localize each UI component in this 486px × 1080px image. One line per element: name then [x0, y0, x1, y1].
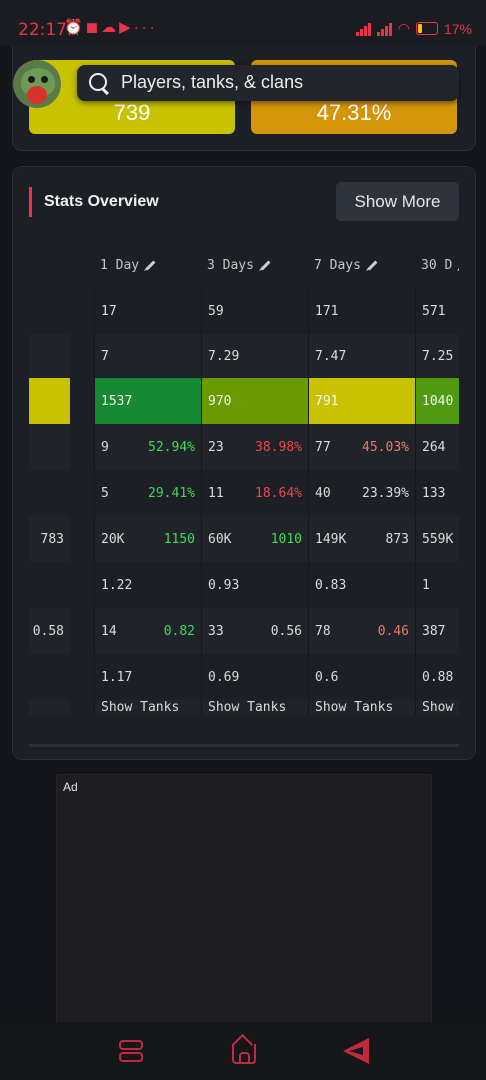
stats-overview-card: Stats Overview Show More all8 47.31%24.03… — [12, 166, 476, 760]
bottom-nav — [0, 1022, 486, 1080]
stat-cell: 59 — [201, 288, 308, 334]
stat-cell: 33 0.56 — [201, 608, 308, 654]
status-time: 22:17 — [18, 20, 67, 40]
stats-column: 7 Days 171 7.47 791 77 45.03% 40 23.39% 149K 873 0… — [308, 242, 415, 746]
stat-cell: 791 — [308, 378, 415, 424]
battery-icon — [415, 22, 438, 35]
stat-cell: 7.29 — [201, 334, 308, 378]
stat-cell: 24.03% — [29, 470, 70, 516]
edit-pencil-icon[interactable] — [367, 260, 378, 270]
stat-cell: 1537 — [94, 378, 201, 424]
edit-pencil-icon[interactable] — [260, 260, 271, 270]
stat-cell: 571 — [415, 288, 459, 334]
stat-cell: 1040 — [415, 378, 459, 424]
stat-cell: 1 — [415, 562, 459, 608]
stat-cell: 78 0.46 — [308, 608, 415, 654]
stat-cell — [29, 378, 70, 424]
search-input[interactable]: Players, tanks, & clans — [121, 72, 304, 92]
stat-cell: 783 — [29, 516, 70, 562]
stats-column: all8 47.31%24.03%783 0.58 Tanks — [29, 242, 70, 746]
stat-cell: 7 — [94, 334, 201, 378]
search-icon — [89, 73, 107, 91]
battery-level: 17% — [443, 20, 472, 37]
stat-cell: 970 — [201, 378, 308, 424]
alarm-icon: ⏰ — [64, 19, 86, 36]
system-icons: ◠ 17% — [355, 20, 472, 37]
stat-cell: 171 — [308, 288, 415, 334]
stat-cell: 0.6 — [308, 654, 415, 700]
stat-cell: 0.58 — [29, 608, 70, 654]
stat-cell: 11 18.64% — [201, 470, 308, 516]
stat-cell: 9 52.94% — [94, 424, 201, 470]
stat-cell: 7.25 — [415, 334, 459, 378]
stat-cell: 0.93 — [201, 562, 308, 608]
stat-cell: 47.31% — [29, 424, 70, 470]
show-tanks-link[interactable]: Tanks — [29, 700, 70, 715]
more-icon: ··· — [133, 19, 158, 36]
stat-cell: 264 — [415, 424, 459, 470]
table-scrollbar[interactable] — [29, 744, 459, 747]
stat-cell — [29, 334, 70, 378]
cloud-icon: ☁ — [101, 19, 120, 36]
stat-cell: 77 45.03% — [308, 424, 415, 470]
stat-cell: 20K 1150 — [94, 516, 201, 562]
stat-cell: 60K 1010 — [201, 516, 308, 562]
column-header: all — [29, 242, 70, 288]
show-tanks-link[interactable]: Show Tanks — [94, 700, 201, 715]
show-tanks-link[interactable]: Show Tanks — [201, 700, 308, 715]
stat-cell: 149K 873 — [308, 516, 415, 562]
stat-cell — [29, 562, 70, 608]
stats-overview-title: Stats Overview — [44, 193, 159, 210]
stat-cell: 17 — [94, 288, 201, 334]
stat-cell: 23 38.98% — [201, 424, 308, 470]
stats-column: 1 Day 17 7 1537 9 52.94% 5 29.41% 20K 1150 1.22 14 0… — [94, 242, 201, 746]
game-icon: ◼ — [85, 19, 102, 36]
ad-container[interactable] — [56, 774, 432, 1026]
stats-column: 3 Days 59 7.29 970 23 38.98% 11 18.64% 60K 1010 0.… — [201, 242, 308, 746]
show-tanks-link[interactable]: Show Tanks — [308, 700, 415, 715]
stat-cell: 7.47 — [308, 334, 415, 378]
stat-cell: 5 29.41% — [94, 470, 201, 516]
stats-table[interactable]: all8 47.31%24.03%783 0.58 Tanks 1 Day1771537… — [29, 242, 459, 746]
stat-cell: 1.22 — [94, 562, 201, 608]
stat-cell: 40 23.39% — [308, 470, 415, 516]
stat-cell: 0.83 — [308, 562, 415, 608]
search-bar[interactable]: Players, tanks, & clans — [77, 65, 459, 101]
app-logo-avatar[interactable] — [13, 60, 61, 108]
stat-cell: 1.17 — [94, 654, 201, 700]
column-header[interactable]: 30 D — [415, 242, 459, 288]
show-tanks-link[interactable]: Show Tanks — [415, 700, 459, 715]
signal-icon — [376, 22, 392, 36]
stat-cell: 0.69 — [201, 654, 308, 700]
show-more-button[interactable]: Show More — [336, 182, 459, 221]
column-header[interactable]: 1 Day — [94, 242, 201, 288]
stat-cell — [29, 654, 70, 700]
youtube-icon: ▶ — [119, 19, 134, 36]
edit-pencil-icon[interactable] — [145, 260, 156, 270]
stat-cell: 0.88 — [415, 654, 459, 700]
stat-cell: 387 — [415, 608, 459, 654]
wifi-icon: ◠ — [397, 20, 410, 36]
notification-icons: ⏰◼☁▶··· — [64, 18, 158, 36]
stack-icon[interactable] — [116, 1038, 144, 1064]
home-icon[interactable] — [230, 1033, 258, 1064]
stat-cell: 14 0.82 — [94, 608, 201, 654]
column-header[interactable]: 7 Days — [308, 242, 415, 288]
stat-cell: 8 — [29, 288, 70, 334]
signal-icon — [355, 22, 371, 36]
column-header[interactable]: 3 Days — [201, 242, 308, 288]
ad-label: Ad — [63, 780, 78, 794]
send-icon[interactable] — [343, 1038, 371, 1064]
status-bar: 22:17 ⏰◼☁▶··· ◠ 17% — [0, 0, 486, 46]
stat-cell: 133 — [415, 470, 459, 516]
title-accent — [29, 187, 32, 217]
stat-cell: 559K — [415, 516, 459, 562]
